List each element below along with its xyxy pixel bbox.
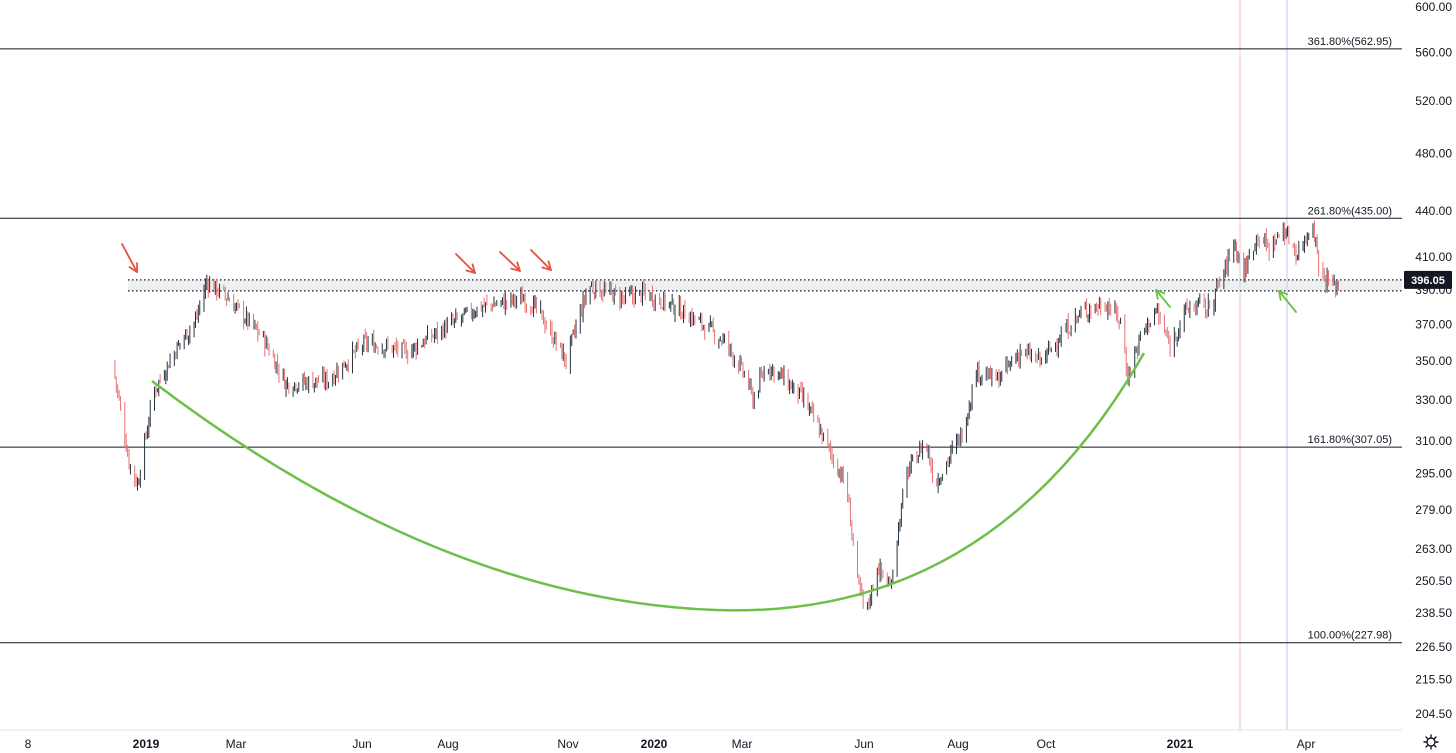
cup-curve <box>151 352 1146 612</box>
resistance-zone-fill <box>128 279 1402 291</box>
time-tick-label: Nov <box>557 737 578 751</box>
time-tick-label: Apr <box>1297 737 1316 751</box>
last-price-box <box>1404 270 1452 289</box>
time-tick-label: 2020 <box>641 737 668 751</box>
plot-area[interactable]: 361.80%(562.95) 261.80%(435.00) 161.80%(30… <box>0 0 1402 730</box>
resistance-arrow <box>128 262 138 273</box>
session-markers <box>1239 0 1288 730</box>
candles <box>114 220 1339 611</box>
last-price-label: 396.05 <box>1411 275 1445 287</box>
price-tick-label: 370.00 <box>1415 318 1452 332</box>
price-tick-label: 480.00 <box>1415 147 1452 161</box>
resistance-arrow <box>510 261 521 272</box>
resistance-arrow <box>455 253 476 274</box>
price-tick-label: 560.00 <box>1415 45 1452 59</box>
time-tick-label: Aug <box>947 737 968 751</box>
price-tick-label: 215.50 <box>1415 673 1452 687</box>
settings-gear-icon[interactable] <box>1423 734 1439 750</box>
fib-level-label: 261.80%(435.00) <box>1308 205 1392 217</box>
time-tick-label: Mar <box>732 737 753 751</box>
time-tick-label: 2021 <box>1167 737 1194 751</box>
fib-level-label: 161.80%(307.05) <box>1308 434 1392 446</box>
support-arrow <box>1278 290 1289 301</box>
support-arrow <box>1155 289 1166 300</box>
resistance-arrow <box>530 249 552 271</box>
resistance-arrow <box>499 251 521 272</box>
price-tick-label: 350.00 <box>1415 354 1452 368</box>
resistance-arrow <box>121 243 138 273</box>
price-tick-label: 226.50 <box>1415 640 1452 654</box>
price-tick-label: 295.00 <box>1415 466 1452 480</box>
time-tick-label: 8 <box>25 737 32 751</box>
time-tick-label: Jun <box>352 737 371 751</box>
price-tick-label: 204.50 <box>1415 707 1452 721</box>
support-arrow <box>1278 290 1297 313</box>
price-axis-background <box>1402 0 1456 730</box>
resistance-arrow <box>465 263 476 274</box>
time-axis[interactable]: 8 2019 Mar Jun Aug Nov 2020 Mar Jun Aug Oct 2021 Apr <box>0 729 1402 751</box>
fib-levels: 361.80%(562.95) 261.80%(435.00) 161.80%(30… <box>0 36 1402 644</box>
support-arrow <box>1155 289 1171 308</box>
price-tick-label: 238.50 <box>1415 606 1452 620</box>
price-tick-label: 330.00 <box>1415 393 1452 407</box>
time-tick-label: Aug <box>437 737 458 751</box>
resistance-zone <box>128 279 1402 292</box>
price-axis[interactable]: 600.00560.00520.00480.00440.00410.00390.… <box>1402 0 1456 730</box>
price-tick-label: 440.00 <box>1415 204 1452 218</box>
fib-level-label: 100.00%(227.98) <box>1308 630 1392 642</box>
price-tick-label: 520.00 <box>1415 94 1452 108</box>
price-tick-label: 263.00 <box>1415 542 1452 556</box>
time-tick-label: Oct <box>1037 737 1056 751</box>
time-tick-label: Jun <box>854 737 873 751</box>
time-tick-label: Mar <box>226 737 247 751</box>
price-tick-label: 250.50 <box>1415 574 1452 588</box>
annotations <box>121 243 1297 612</box>
time-tick-label: 2019 <box>133 737 160 751</box>
resistance-arrow <box>541 260 552 271</box>
price-tick-label: 600.00 <box>1415 0 1452 14</box>
plot-background <box>0 0 1402 730</box>
price-tick-label: 410.00 <box>1415 250 1452 264</box>
price-tick-label: 310.00 <box>1415 434 1452 448</box>
time-axis-ticks: 8 2019 Mar Jun Aug Nov 2020 Mar Jun Aug Oct 2021 Apr <box>25 737 1316 751</box>
price-tick-label: 279.00 <box>1415 503 1452 517</box>
fib-level-label: 361.80%(562.95) <box>1308 36 1392 48</box>
last-price-badge: 396.05 <box>1404 270 1452 289</box>
